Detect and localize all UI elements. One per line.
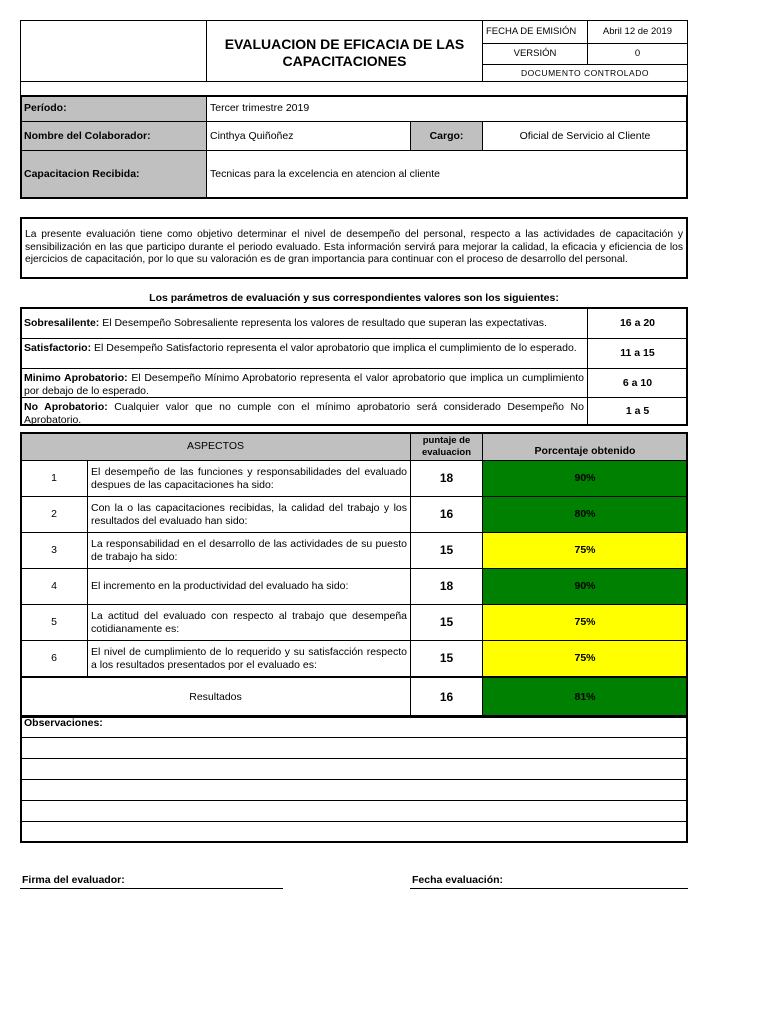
observaciones-label: Observaciones: (20, 716, 688, 738)
resultados-percentage: 81% (482, 677, 688, 717)
aspect-percentage: 90% (482, 460, 688, 497)
firma-label: Firma del evaluador: (22, 874, 125, 886)
cargo-value: Oficial de Servicio al Cliente (482, 121, 688, 151)
param-description: Satisfactorio: El Desempeño Satisfactori… (20, 338, 588, 369)
aspect-number: 5 (20, 604, 88, 641)
aspect-text: La actitud del evaluado con respecto al … (87, 604, 411, 641)
aspect-percentage: 80% (482, 496, 688, 533)
param-name: No Aprobatorio: (24, 401, 108, 413)
aspect-number: 4 (20, 568, 88, 605)
nombre-value: Cinthya Quiñoñez (206, 121, 411, 151)
observacion-line[interactable] (20, 737, 688, 759)
observacion-line[interactable] (20, 758, 688, 780)
param-description: Sobresalilente: El Desempeño Sobresalien… (20, 307, 588, 339)
resultados-label: Resultados (20, 677, 411, 717)
col-puntaje: puntaje de evaluacion (410, 432, 483, 461)
version-label: VERSIÓN (482, 43, 588, 65)
resultados-score: 16 (410, 677, 483, 717)
spacer-row (20, 81, 688, 96)
aspect-percentage: 75% (482, 532, 688, 569)
aspect-percentage: 75% (482, 604, 688, 641)
aspect-text: El incremento en la productividad del ev… (87, 568, 411, 605)
aspect-number: 3 (20, 532, 88, 569)
aspect-percentage: 90% (482, 568, 688, 605)
param-name: Satisfactorio: (24, 342, 92, 354)
aspect-percentage: 75% (482, 640, 688, 677)
observacion-line[interactable] (20, 800, 688, 822)
fecha-evaluacion-line[interactable] (410, 888, 688, 889)
param-name: Sobresalilente: (24, 317, 100, 329)
param-desc: Cualquier valor que no cumple con el mín… (24, 401, 584, 426)
aspect-text: El nivel de cumplimiento de lo requerido… (87, 640, 411, 677)
param-description: Minimo Aprobatorio: El Desempeño Mínimo … (20, 368, 588, 398)
logo-cell (20, 20, 207, 82)
aspect-number: 2 (20, 496, 88, 533)
param-range: 11 a 15 (587, 338, 688, 369)
version-value: 0 (587, 43, 688, 65)
aspect-text: Con la o las capacitaciones recibidas, l… (87, 496, 411, 533)
param-range: 16 a 20 (587, 307, 688, 339)
aspect-number: 1 (20, 460, 88, 497)
nombre-label: Nombre del Colaborador: (20, 121, 207, 151)
param-description: No Aprobatorio: Cualquier valor que no c… (20, 397, 588, 426)
intro-text: La presente evaluación tiene como objeti… (20, 217, 688, 279)
param-name: Minimo Aprobatorio: (24, 372, 128, 384)
periodo-value: Tercer trimestre 2019 (206, 95, 688, 122)
observacion-line[interactable] (20, 779, 688, 801)
param-range: 1 a 5 (587, 397, 688, 426)
firma-line[interactable] (20, 888, 283, 889)
aspect-score: 15 (410, 640, 483, 677)
param-desc: El Desempeño Satisfactorio representa el… (91, 342, 577, 354)
aspect-text: El desempeño de las funciones y responsa… (87, 460, 411, 497)
param-desc: El Desempeño Mínimo Aprobatorio represen… (24, 372, 584, 397)
aspect-score: 18 (410, 568, 483, 605)
aspect-score: 15 (410, 604, 483, 641)
aspect-number: 6 (20, 640, 88, 677)
col-porcentaje: Porcentaje obtenido (482, 432, 688, 461)
aspect-score: 15 (410, 532, 483, 569)
periodo-label: Período: (20, 95, 207, 122)
fecha-emision-label: FECHA DE EMISIÓN (482, 20, 588, 44)
aspect-score: 16 (410, 496, 483, 533)
capacitacion-label: Capacitacion Recibida: (20, 150, 207, 199)
params-heading: Los parámetros de evaluación y sus corre… (149, 292, 559, 304)
document-title: EVALUACION DE EFICACIA DE LAS CAPACITACI… (206, 20, 483, 82)
cargo-label: Cargo: (410, 121, 483, 151)
aspect-text: La responsabilidad en el desarrollo de l… (87, 532, 411, 569)
fecha-evaluacion-label: Fecha evaluación: (412, 874, 504, 886)
observacion-line[interactable] (20, 821, 688, 843)
col-aspectos: ASPECTOS (20, 432, 411, 461)
documento-controlado: DOCUMENTO CONTROLADO (482, 64, 688, 82)
param-desc: El Desempeño Sobresaliente representa lo… (99, 317, 547, 329)
aspect-score: 18 (410, 460, 483, 497)
capacitacion-value: Tecnicas para la excelencia en atencion … (206, 150, 688, 199)
param-range: 6 a 10 (587, 368, 688, 398)
fecha-emision-value: Abril 12 de 2019 (587, 20, 688, 44)
